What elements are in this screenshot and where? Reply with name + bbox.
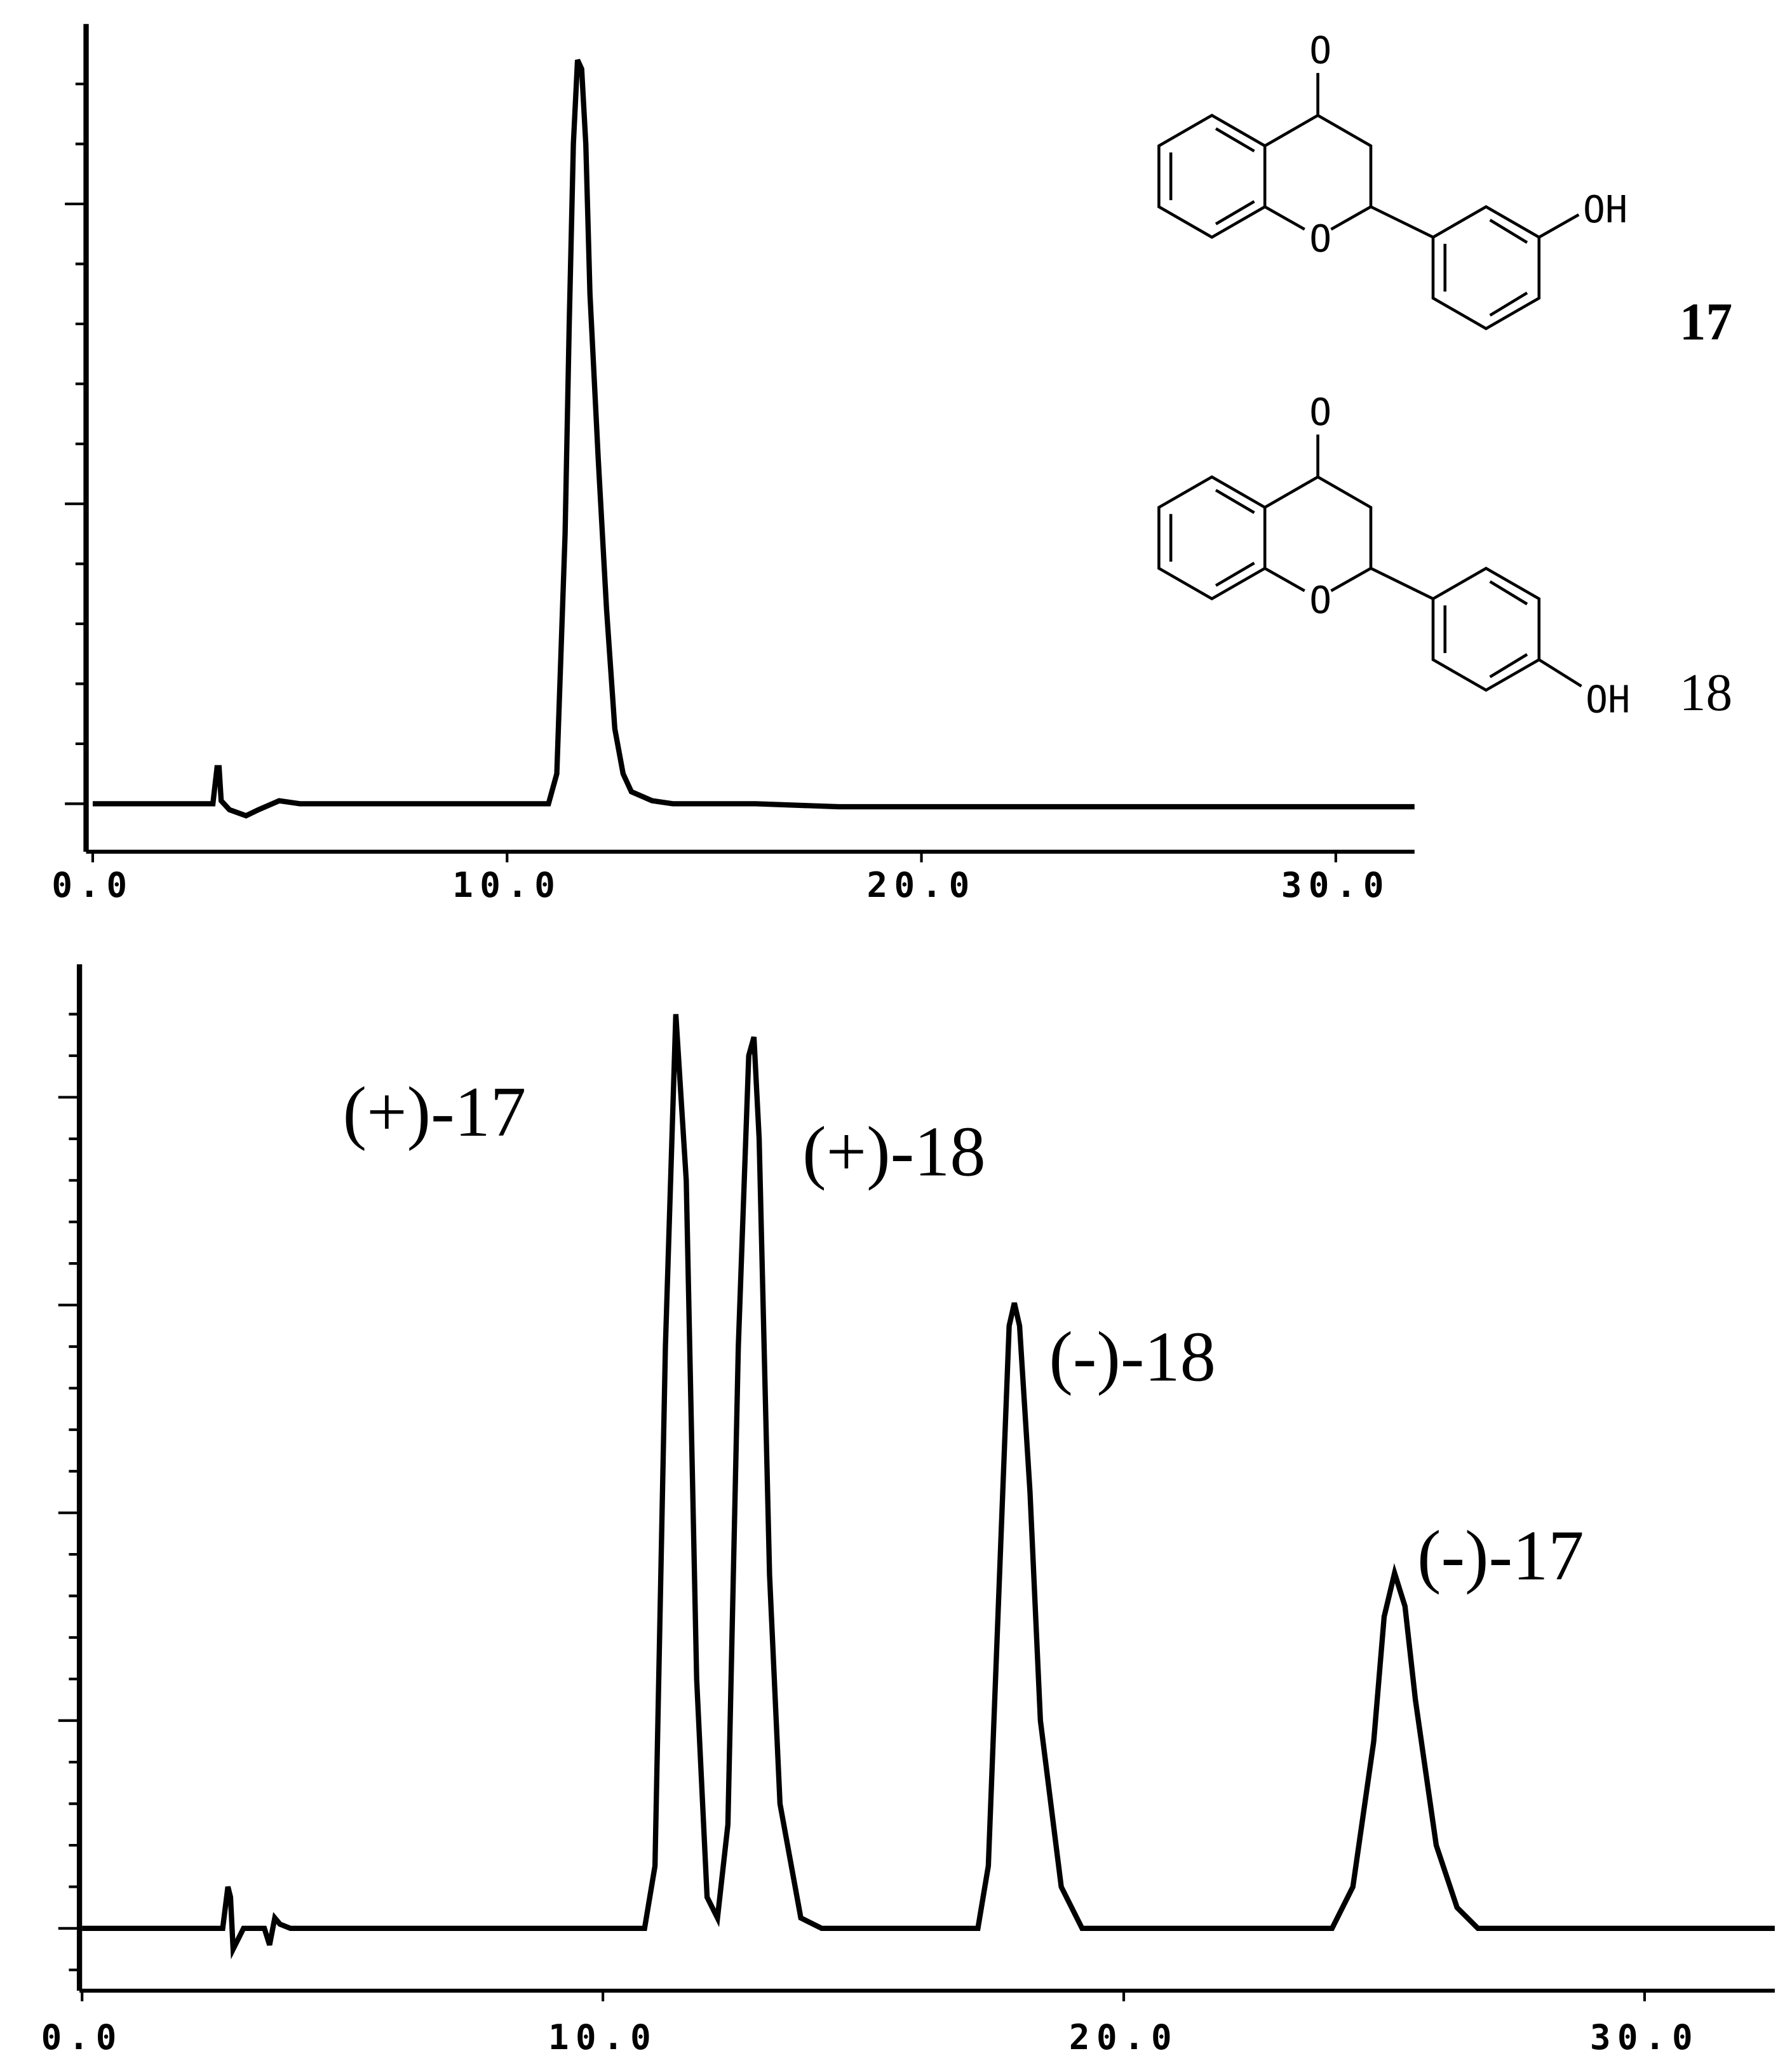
bond (1330, 205, 1372, 231)
x-tick-label: 10.0 (548, 2017, 657, 2057)
x-tick-label: 20.0 (866, 865, 976, 905)
bond (1215, 562, 1255, 587)
atom-label: O (1309, 391, 1331, 434)
ring (1264, 475, 1373, 568)
atom-label: O (1309, 217, 1331, 260)
bond (1330, 567, 1372, 593)
x-tick-label: 20.0 (1069, 2017, 1178, 2057)
x-tick-label: 0.0 (51, 865, 133, 905)
bond (1370, 567, 1434, 600)
peak-label: (-)-18 (1049, 1318, 1216, 1397)
bond (1215, 200, 1255, 225)
bond (1538, 213, 1580, 239)
structure-18: O O OH 18 (1157, 391, 1732, 722)
bond (1489, 219, 1528, 244)
x-tick-label: 30.0 (1590, 2017, 1699, 2057)
peak-label: (+)-17 (343, 1073, 527, 1152)
x-tick-label: 30.0 (1281, 865, 1391, 905)
peak-label: (-)-17 (1417, 1516, 1584, 1595)
atom-label: OH (1583, 188, 1627, 231)
bond (1215, 127, 1255, 152)
bond (1538, 658, 1582, 688)
peak-label: (+)-18 (802, 1112, 986, 1191)
ring (1431, 567, 1541, 692)
ring (1264, 113, 1373, 207)
bond (1489, 580, 1528, 605)
bond (1264, 567, 1305, 593)
x-tick-label: 0.0 (41, 2017, 123, 2057)
compound-label: 18 (1680, 664, 1732, 722)
structure-17: O O OH 17 (1157, 29, 1732, 351)
bond (1370, 205, 1434, 239)
ring (1431, 205, 1541, 330)
x-tick-label: 10.0 (452, 865, 562, 905)
atom-label: OH (1586, 678, 1630, 721)
atom-label: O (1309, 579, 1331, 622)
trace-line (82, 1014, 1775, 1960)
atom-label: O (1309, 29, 1331, 72)
bond (1489, 653, 1528, 678)
bond (1215, 488, 1255, 515)
ring (1157, 475, 1267, 601)
ring (1157, 113, 1267, 239)
bond (1489, 292, 1528, 317)
bond (1264, 205, 1305, 231)
trace-line (92, 58, 1415, 819)
compound-label: 17 (1680, 293, 1732, 351)
